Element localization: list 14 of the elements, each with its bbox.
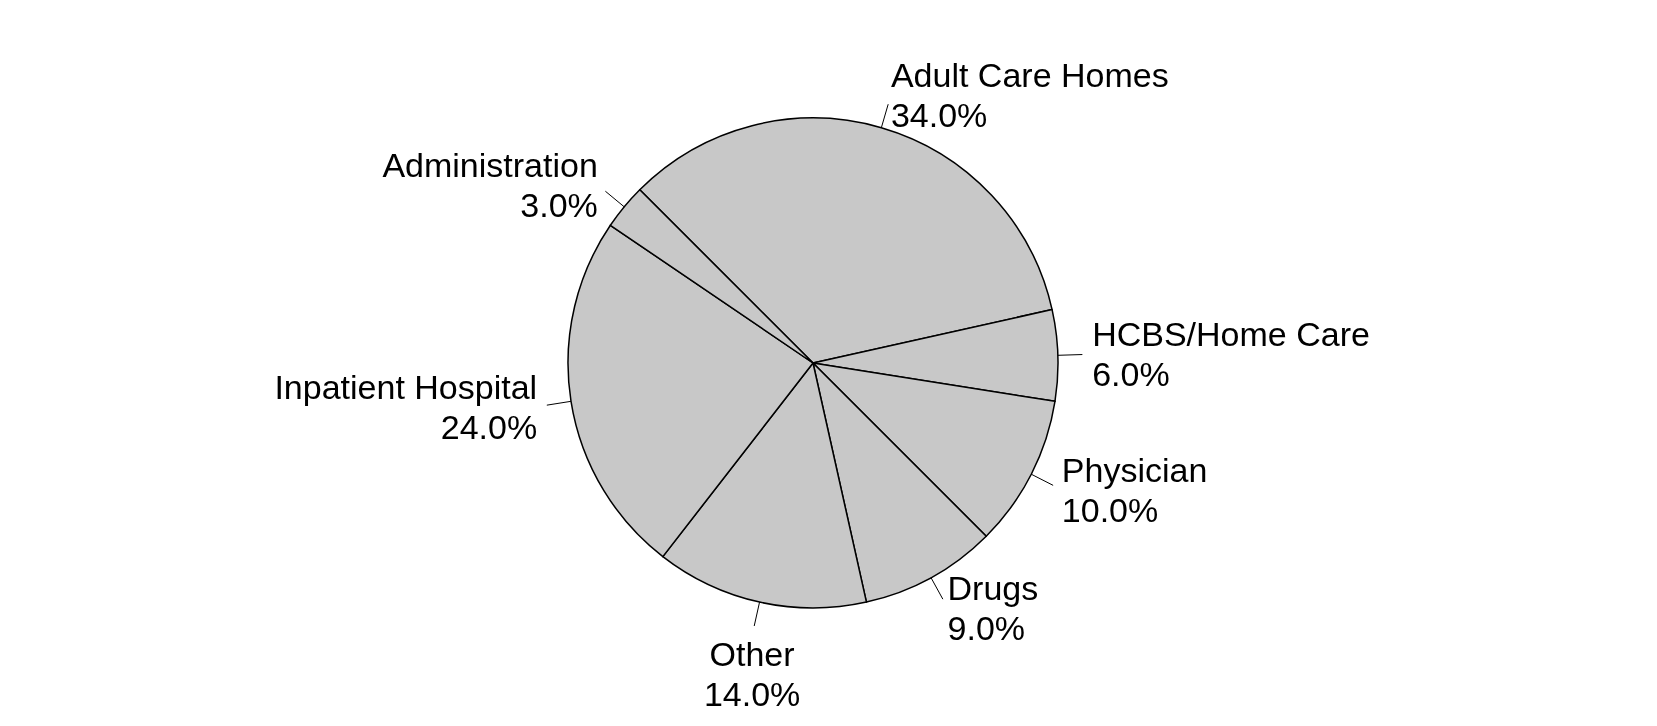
data-label: 14.0% (703, 674, 801, 713)
slice-label: HCBS/Home Care (1092, 315, 1370, 354)
slice-label: Physician (1061, 450, 1208, 489)
slice-label: Other (709, 634, 795, 673)
data-label: 9.0% (947, 608, 1026, 647)
slice-label: Drugs (947, 568, 1039, 607)
slice-label: Inpatient Hospital (274, 367, 538, 406)
data-label: 24.0% (440, 407, 538, 446)
data-label: 6.0% (1092, 355, 1170, 394)
data-label: 3.0% (520, 185, 598, 224)
slice-label: Adult Care Homes (890, 55, 1169, 94)
slice-label: Administration (382, 145, 598, 184)
data-label: 34.0% (890, 95, 988, 134)
data-label: 10.0% (1061, 490, 1159, 529)
